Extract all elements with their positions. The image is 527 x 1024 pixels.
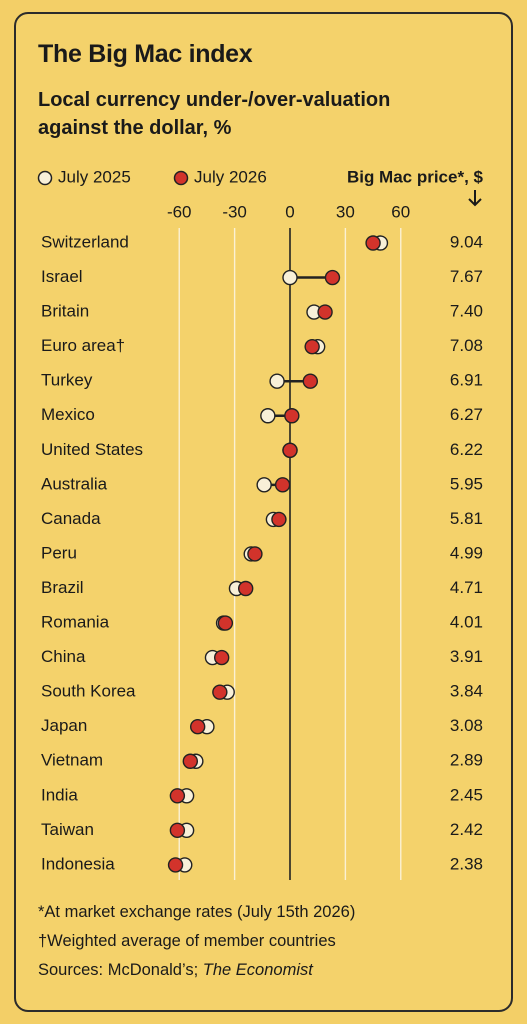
- price-label: 3.84: [450, 682, 483, 701]
- dot: [274, 477, 291, 493]
- price-label: 7.08: [450, 336, 483, 355]
- price-label: 6.27: [450, 405, 483, 424]
- dot: [169, 788, 186, 804]
- legend-marker: [37, 170, 53, 186]
- category-label: Britain: [41, 302, 89, 321]
- dot: [324, 269, 341, 286]
- dot: [284, 408, 300, 424]
- price-label: 6.22: [450, 440, 483, 459]
- category-label: Japan: [41, 716, 87, 735]
- category-label: Switzerland: [41, 232, 129, 251]
- price-label: 3.91: [450, 647, 483, 666]
- category-label: Mexico: [41, 405, 95, 424]
- category-label: Taiwan: [41, 820, 94, 839]
- dot: [217, 615, 234, 631]
- dot: [365, 235, 381, 251]
- footnote: †Weighted average of member countries: [38, 932, 336, 950]
- dot: [282, 442, 298, 458]
- price-label: 5.95: [450, 474, 483, 493]
- category-label: Vietnam: [41, 751, 103, 770]
- price-label: 2.89: [450, 751, 483, 770]
- legend-label: July 2026: [194, 167, 267, 186]
- price-label: 7.67: [450, 267, 483, 286]
- x-tick-label: 60: [391, 202, 410, 221]
- price-label: 2.45: [450, 785, 483, 804]
- dot: [304, 338, 320, 355]
- dot: [282, 269, 298, 286]
- dot: [317, 304, 333, 320]
- price-label: 4.01: [450, 613, 483, 632]
- category-label: Turkey: [41, 371, 93, 390]
- x-tick-label: 30: [336, 202, 355, 221]
- price-label: 7.40: [450, 302, 483, 321]
- category-label: United States: [41, 440, 143, 459]
- legend-label: July 2025: [58, 167, 131, 186]
- dot: [271, 511, 287, 528]
- category-label: China: [41, 647, 86, 666]
- dot: [256, 477, 272, 493]
- category-label: South Korea: [41, 682, 136, 701]
- category-label: Romania: [41, 613, 110, 632]
- price-label: 2.42: [450, 820, 483, 839]
- category-label: India: [41, 785, 78, 804]
- dot: [237, 580, 254, 597]
- x-tick-label: -60: [167, 202, 192, 221]
- category-label: Canada: [41, 509, 101, 528]
- chart-title: The Big Mac index: [38, 40, 253, 68]
- legend-marker: [173, 170, 189, 186]
- price-header: Big Mac price*, $: [347, 167, 484, 186]
- dot: [247, 546, 263, 562]
- category-label: Euro area†: [41, 336, 125, 355]
- dot: [189, 719, 206, 735]
- price-label: 4.99: [450, 543, 483, 562]
- price-label: 5.81: [450, 509, 483, 528]
- dot: [269, 373, 285, 389]
- down-arrow: [468, 190, 482, 207]
- sources-text: Sources: McDonald’s;: [38, 961, 199, 979]
- category-label: Brazil: [41, 578, 84, 597]
- dot: [302, 373, 319, 389]
- x-tick-label: 0: [285, 202, 294, 221]
- dot: [169, 822, 186, 839]
- dot: [182, 753, 199, 769]
- card: [14, 12, 513, 1012]
- category-label: Israel: [41, 267, 83, 286]
- chart-subtitle: Local currency under-/over-valuation aga…: [38, 89, 391, 139]
- x-tick-label: -30: [222, 202, 247, 221]
- category-label: Peru: [41, 543, 77, 562]
- category-label: Indonesia: [41, 854, 115, 873]
- price-label: 6.91: [450, 371, 483, 390]
- dot: [212, 684, 228, 700]
- dot: [260, 408, 276, 424]
- price-label: 4.71: [450, 578, 483, 597]
- sources-text: The Economist: [202, 961, 313, 979]
- price-label: 3.08: [450, 716, 483, 735]
- dot: [213, 649, 230, 666]
- category-label: Australia: [41, 474, 108, 493]
- price-label: 9.04: [450, 232, 483, 251]
- footnote: *At market exchange rates (July 15th 202…: [38, 903, 356, 921]
- dot: [167, 857, 184, 873]
- price-label: 2.38: [450, 854, 483, 873]
- sources: Sources: McDonald’s; The Economist: [38, 961, 313, 980]
